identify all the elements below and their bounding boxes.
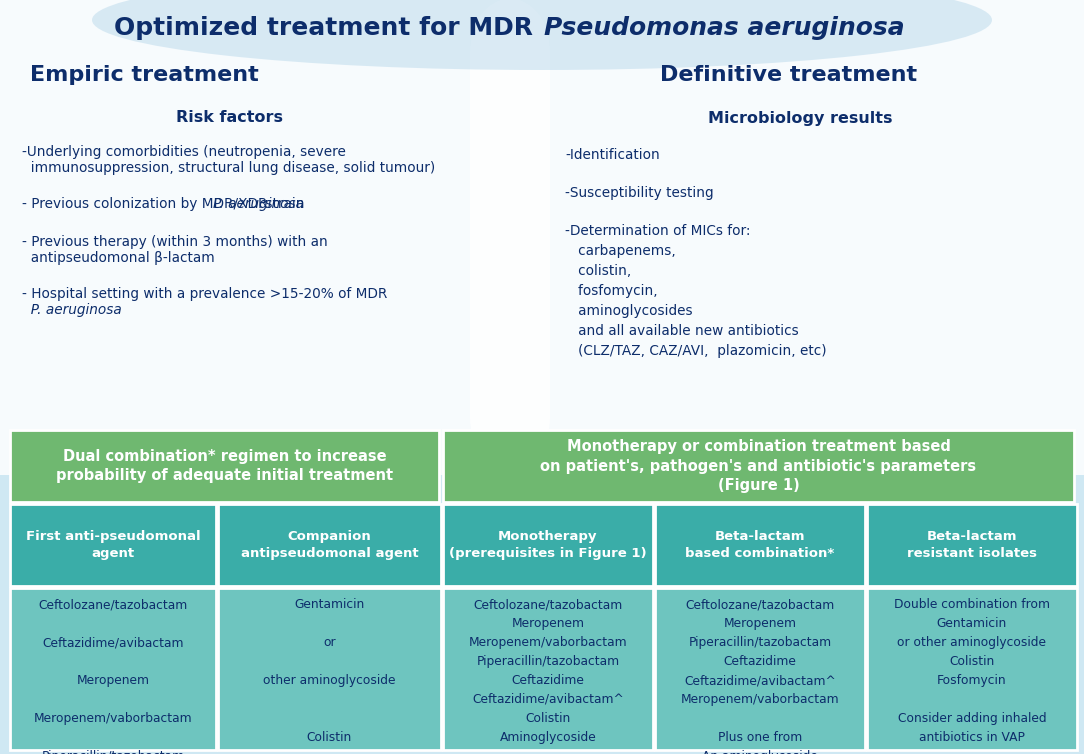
Text: - Previous colonization by MDR/XDR: - Previous colonization by MDR/XDR [22,197,272,211]
Text: antipseudomonal β-lactam: antipseudomonal β-lactam [22,251,215,265]
FancyBboxPatch shape [10,504,216,586]
Text: Monotherapy
(prerequisites in Figure 1): Monotherapy (prerequisites in Figure 1) [449,530,647,559]
FancyBboxPatch shape [10,588,216,750]
Text: Pseudomonas aeruginosa: Pseudomonas aeruginosa [544,16,905,40]
FancyBboxPatch shape [218,588,441,750]
Text: Ceftolozane/tazobactam

Ceftazidime/avibactam

Meropenem

Meropenem/vaborbactam
: Ceftolozane/tazobactam Ceftazidime/aviba… [34,598,192,754]
Text: Double combination from
Gentamicin
or other aminoglycoside
Colistin
Fosfomycin

: Double combination from Gentamicin or ot… [894,598,1050,744]
FancyBboxPatch shape [218,504,441,586]
Text: - Previous therapy (within 3 months) with an: - Previous therapy (within 3 months) wit… [22,235,327,249]
Text: Microbiology results: Microbiology results [708,111,892,125]
Text: immunosuppression, structural lung disease, solid tumour): immunosuppression, structural lung disea… [22,161,436,175]
FancyBboxPatch shape [867,504,1077,586]
Text: Dual combination* regimen to increase
probability of adequate initial treatment: Dual combination* regimen to increase pr… [56,449,393,483]
Text: Beta-lactam
based combination*: Beta-lactam based combination* [685,530,835,559]
Text: Beta-lactam
resistant isolates: Beta-lactam resistant isolates [907,530,1037,559]
Text: -Susceptibility testing: -Susceptibility testing [565,186,713,200]
Text: Risk factors: Risk factors [177,111,284,125]
Text: -Identification: -Identification [565,148,660,162]
Text: Empiric treatment: Empiric treatment [30,65,259,85]
Ellipse shape [92,0,992,70]
FancyBboxPatch shape [0,0,550,475]
Text: Definitive treatment: Definitive treatment [660,65,917,85]
Text: P. aeruginosa: P. aeruginosa [212,197,304,211]
Text: Monotherapy or combination treatment based
on patient's, pathogen's and antibiot: Monotherapy or combination treatment bas… [541,439,977,493]
FancyBboxPatch shape [655,588,865,750]
FancyBboxPatch shape [867,588,1077,750]
Text: P. aeruginosa: P. aeruginosa [22,303,121,317]
FancyBboxPatch shape [655,504,865,586]
Text: Ceftolozane/tazobactam
Meropenem
Piperacillin/tazobactam
Ceftazidime
Ceftazidime: Ceftolozane/tazobactam Meropenem Piperac… [681,598,839,754]
Text: -Determination of MICs for:
   carbapenems,
   colistin,
   fosfomycin,
   amino: -Determination of MICs for: carbapenems,… [565,224,827,358]
FancyBboxPatch shape [443,588,653,750]
FancyBboxPatch shape [443,504,653,586]
FancyBboxPatch shape [443,430,1074,502]
Text: -Underlying comorbidities (neutropenia, severe: -Underlying comorbidities (neutropenia, … [22,145,346,159]
Text: Ceftolozane/tazobactam
Meropenem
Meropenem/vaborbactam
Piperacillin/tazobactam
C: Ceftolozane/tazobactam Meropenem Meropen… [468,598,628,744]
FancyBboxPatch shape [470,0,1084,475]
Text: Gentamicin

or

other aminoglycoside


Colistin

Fosfomycin: Gentamicin or other aminoglycoside Colis… [263,598,396,754]
Text: First anti-pseudomonal
agent: First anti-pseudomonal agent [26,530,201,559]
Text: strain: strain [261,197,305,211]
FancyBboxPatch shape [10,430,439,502]
Text: - Hospital setting with a prevalence >15-20% of MDR: - Hospital setting with a prevalence >15… [22,287,387,301]
Text: Optimized treatment for MDR: Optimized treatment for MDR [114,16,542,40]
Text: Companion
antipseudomonal agent: Companion antipseudomonal agent [241,530,418,559]
